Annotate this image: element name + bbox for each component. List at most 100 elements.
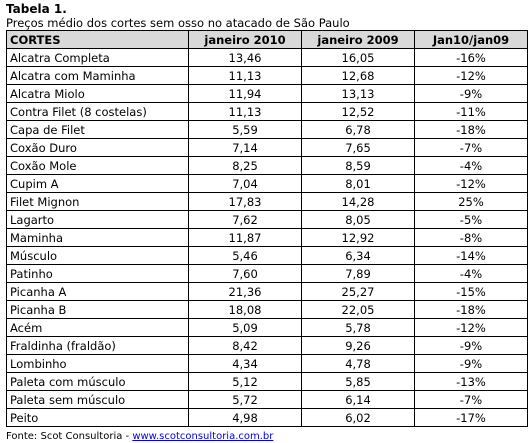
variation-cell: -9%: [414, 336, 528, 355]
table-row: Maminha 11,87 12,92 -8%: [6, 228, 528, 247]
price-2009-cell: 6,78: [301, 120, 415, 139]
variation-cell: -5%: [414, 210, 528, 229]
source-note: Fonte: Scot Consultoria - www.scotconsul…: [6, 430, 522, 443]
cut-name-cell: Patinho: [6, 264, 189, 283]
source-prefix: Fonte: Scot Consultoria -: [6, 431, 133, 442]
cut-name-cell: Alcatra com Maminha: [6, 66, 189, 85]
table-row: Fraldinha (fraldão) 8,42 9,26 -9%: [6, 336, 528, 355]
cut-name-cell: Lagarto: [6, 210, 189, 229]
cut-name-cell: Fraldinha (fraldão): [6, 336, 189, 355]
variation-cell: -16%: [414, 48, 528, 67]
table-row: Cupim A 7,04 8,01 -12%: [6, 174, 528, 193]
price-2009-cell: 5,78: [301, 318, 415, 337]
table-row: Patinho 7,60 7,89 -4%: [6, 264, 528, 283]
document: Tabela 1. Preços médio dos cortes sem os…: [6, 2, 528, 443]
price-2010-cell: 5,46: [188, 246, 302, 265]
cut-name-cell: Filet Mignon: [6, 192, 189, 211]
cut-name-cell: Contra Filet (8 costelas): [6, 102, 189, 121]
table-row: Picanha A 21,36 25,27 -15%: [6, 282, 528, 301]
table-row: Paleta com músculo 5,12 5,85 -13%: [6, 372, 528, 391]
price-2009-cell: 6,02: [301, 408, 415, 427]
price-2009-cell: 12,68: [301, 66, 415, 85]
variation-cell: -9%: [414, 84, 528, 103]
price-2010-cell: 13,46: [188, 48, 302, 67]
table-title: Tabela 1.: [6, 2, 67, 16]
cut-name-cell: Coxão Mole: [6, 156, 189, 175]
cut-name-cell: Paleta com músculo: [6, 372, 189, 391]
table-header-row: CORTES janeiro 2010 janeiro 2009 Jan10/j…: [6, 30, 528, 49]
variation-cell: -7%: [414, 390, 528, 409]
variation-cell: -17%: [414, 408, 528, 427]
header-cortes: CORTES: [6, 30, 189, 49]
price-2010-cell: 11,94: [188, 84, 302, 103]
variation-cell: -14%: [414, 246, 528, 265]
price-2010-cell: 8,25: [188, 156, 302, 175]
table-row: Lombinho 4,34 4,78 -9%: [6, 354, 528, 373]
variation-cell: 25%: [414, 192, 528, 211]
table-row: Peito 4,98 6,02 -17%: [6, 408, 528, 427]
price-2009-cell: 9,26: [301, 336, 415, 355]
table-row: Acém 5,09 5,78 -12%: [6, 318, 528, 337]
cut-name-cell: Lombinho: [6, 354, 189, 373]
price-2010-cell: 7,04: [188, 174, 302, 193]
price-2010-cell: 21,36: [188, 282, 302, 301]
price-2009-cell: 16,05: [301, 48, 415, 67]
variation-cell: -13%: [414, 372, 528, 391]
cut-name-cell: Alcatra Miolo: [6, 84, 189, 103]
cut-name-cell: Picanha A: [6, 282, 189, 301]
table-row: Picanha B 18,08 22,05 -18%: [6, 300, 528, 319]
price-2010-cell: 4,98: [188, 408, 302, 427]
price-2010-cell: 17,83: [188, 192, 302, 211]
price-2009-cell: 14,28: [301, 192, 415, 211]
price-2010-cell: 7,62: [188, 210, 302, 229]
variation-cell: -4%: [414, 264, 528, 283]
header-variation: Jan10/jan09: [414, 30, 528, 49]
variation-cell: -15%: [414, 282, 528, 301]
price-2009-cell: 6,34: [301, 246, 415, 265]
header-janeiro-2010: janeiro 2010: [188, 30, 302, 49]
cut-name-cell: Músculo: [6, 246, 189, 265]
variation-cell: -12%: [414, 66, 528, 85]
cut-name-cell: Cupim A: [6, 174, 189, 193]
price-table: CORTES janeiro 2010 janeiro 2009 Jan10/j…: [6, 30, 528, 427]
price-2010-cell: 4,34: [188, 354, 302, 373]
table-row: Lagarto 7,62 8,05 -5%: [6, 210, 528, 229]
table-row: Músculo 5,46 6,34 -14%: [6, 246, 528, 265]
table-row: Alcatra Completa 13,46 16,05 -16%: [6, 48, 528, 67]
table-subtitle: Preços médio dos cortes sem osso no atac…: [6, 16, 350, 30]
cut-name-cell: Maminha: [6, 228, 189, 247]
table-row: Paleta sem músculo 5,72 6,14 -7%: [6, 390, 528, 409]
table-row: Filet Mignon 17,83 14,28 25%: [6, 192, 528, 211]
price-2009-cell: 5,85: [301, 372, 415, 391]
table-body: Alcatra Completa 13,46 16,05 -16% Alcatra co…: [6, 48, 528, 427]
price-2010-cell: 5,09: [188, 318, 302, 337]
source-link[interactable]: www.scotconsultoria.com.br: [132, 431, 274, 442]
table-row: Alcatra Miolo 11,94 13,13 -9%: [6, 84, 528, 103]
price-2010-cell: 18,08: [188, 300, 302, 319]
price-2010-cell: 5,72: [188, 390, 302, 409]
cut-name-cell: Alcatra Completa: [6, 48, 189, 67]
price-2010-cell: 11,13: [188, 66, 302, 85]
cut-name-cell: Acém: [6, 318, 189, 337]
variation-cell: -12%: [414, 174, 528, 193]
variation-cell: -18%: [414, 300, 528, 319]
price-2009-cell: 12,52: [301, 102, 415, 121]
cut-name-cell: Coxão Duro: [6, 138, 189, 157]
price-2009-cell: 22,05: [301, 300, 415, 319]
variation-cell: -9%: [414, 354, 528, 373]
cut-name-cell: Paleta sem músculo: [6, 390, 189, 409]
price-2010-cell: 8,42: [188, 336, 302, 355]
price-2010-cell: 11,87: [188, 228, 302, 247]
cut-name-cell: Peito: [6, 408, 189, 427]
variation-cell: -7%: [414, 138, 528, 157]
variation-cell: -8%: [414, 228, 528, 247]
price-2009-cell: 8,59: [301, 156, 415, 175]
table-row: Capa de Filet 5,59 6,78 -18%: [6, 120, 528, 139]
cut-name-cell: Capa de Filet: [6, 120, 189, 139]
table-row: Coxão Mole 8,25 8,59 -4%: [6, 156, 528, 175]
price-2009-cell: 25,27: [301, 282, 415, 301]
price-2009-cell: 4,78: [301, 354, 415, 373]
variation-cell: -4%: [414, 156, 528, 175]
price-2009-cell: 6,14: [301, 390, 415, 409]
header-janeiro-2009: janeiro 2009: [301, 30, 415, 49]
